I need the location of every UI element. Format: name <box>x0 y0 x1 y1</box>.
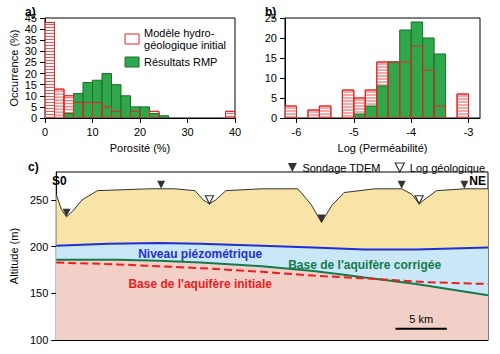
svg-text:10: 10 <box>265 72 277 84</box>
svg-text:40: 40 <box>229 126 241 138</box>
svg-text:-4: -4 <box>406 126 416 138</box>
svg-text:Porosité (%): Porosité (%) <box>110 142 171 154</box>
svg-text:géologique initial: géologique initial <box>144 39 226 51</box>
svg-text:-3: -3 <box>464 126 474 138</box>
svg-text:5: 5 <box>271 92 277 104</box>
svg-text:5 km: 5 km <box>409 313 433 325</box>
svg-text:c): c) <box>28 160 39 174</box>
svg-text:Niveau piézométrique: Niveau piézométrique <box>138 247 262 261</box>
svg-text:Log géologique: Log géologique <box>410 162 485 174</box>
svg-text:Base de l'aquifère corrigée: Base de l'aquifère corrigée <box>288 258 441 272</box>
svg-text:10: 10 <box>86 126 98 138</box>
svg-text:100: 100 <box>30 334 48 346</box>
svg-text:Base de l'aquifère initiale: Base de l'aquifère initiale <box>128 277 272 291</box>
svg-text:30: 30 <box>25 45 37 57</box>
svg-text:25: 25 <box>25 56 37 68</box>
svg-text:20: 20 <box>134 126 146 138</box>
svg-text:20: 20 <box>265 32 277 44</box>
svg-text:Sondage TDEM: Sondage TDEM <box>302 162 380 174</box>
svg-text:20: 20 <box>25 68 37 80</box>
svg-text:200: 200 <box>30 241 48 253</box>
svg-text:35: 35 <box>25 34 37 46</box>
svg-text:Résultats RMP: Résultats RMP <box>144 56 217 68</box>
svg-text:Log (Perméabilité): Log (Perméabilité) <box>338 142 428 154</box>
svg-text:0: 0 <box>271 112 277 124</box>
svg-text:15: 15 <box>25 79 37 91</box>
svg-text:b): b) <box>265 5 276 19</box>
svg-text:40: 40 <box>25 23 37 35</box>
svg-text:30: 30 <box>181 126 193 138</box>
svg-text:Modèle hydro-: Modèle hydro- <box>144 27 215 39</box>
svg-text:Occurrence (%): Occurrence (%) <box>8 29 20 106</box>
svg-text:0: 0 <box>42 126 48 138</box>
svg-text:250: 250 <box>30 194 48 206</box>
svg-text:-5: -5 <box>349 126 359 138</box>
svg-text:5: 5 <box>31 101 37 113</box>
svg-text:10: 10 <box>25 90 37 102</box>
svg-text:a): a) <box>25 5 36 19</box>
svg-text:-6: -6 <box>292 126 302 138</box>
svg-text:NE: NE <box>469 174 486 188</box>
svg-text:15: 15 <box>265 52 277 64</box>
svg-text:S0: S0 <box>52 174 67 188</box>
svg-text:Altitude (m): Altitude (m) <box>8 228 20 284</box>
svg-text:0: 0 <box>31 112 37 124</box>
svg-text:150: 150 <box>30 287 48 299</box>
